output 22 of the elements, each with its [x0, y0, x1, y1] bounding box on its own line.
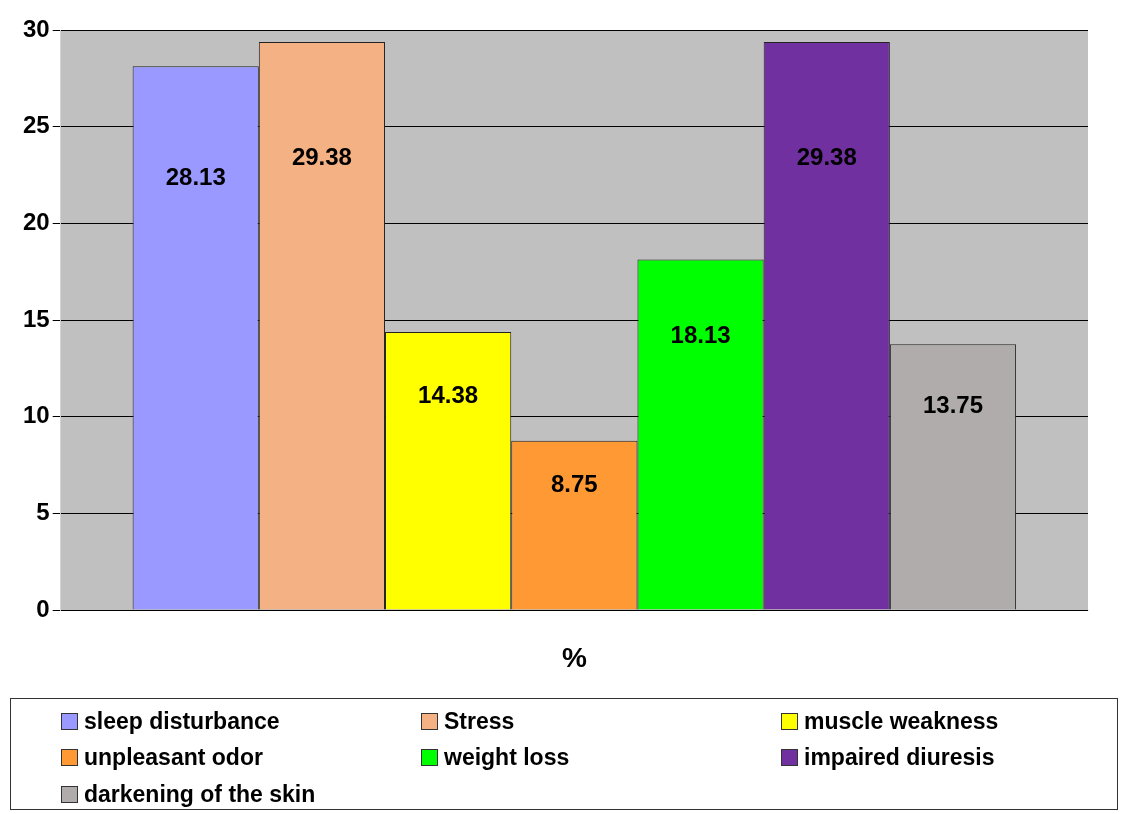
legend-label: muscle weakness [804, 707, 999, 735]
y-tick-label: 30 [22, 14, 50, 42]
data-label: 8.75 [550, 469, 598, 497]
x-axis-title: % [561, 641, 587, 673]
legend-label: Stress [444, 707, 515, 735]
y-tick-label: 15 [22, 304, 50, 332]
y-tick-label: 0 [36, 594, 50, 622]
y-tick-label: 20 [22, 207, 50, 235]
legend-label: sleep disturbance [84, 707, 280, 735]
y-tick-label: 25 [22, 111, 50, 139]
data-label: 13.75 [922, 390, 984, 418]
data-label: 14.38 [418, 380, 479, 408]
legend-label: darkening of the skin [84, 781, 316, 809]
legend-label: unpleasant odor [84, 744, 263, 772]
legend-label: impaired diuresis [804, 744, 995, 772]
y-tick-label: 5 [36, 497, 50, 525]
y-tick-label: 10 [22, 401, 50, 429]
data-label: 29.38 [796, 142, 857, 170]
data-label: 28.13 [165, 162, 226, 190]
data-label: 29.38 [291, 142, 352, 170]
legend-label: weight loss [444, 744, 570, 772]
data-label: 18.13 [670, 321, 731, 349]
